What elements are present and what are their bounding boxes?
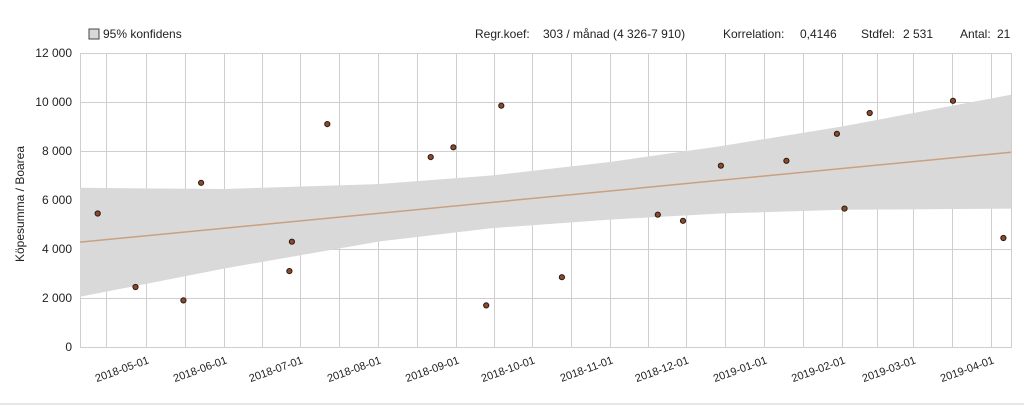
data-point	[132, 283, 139, 291]
antal-label: Antal:	[960, 27, 991, 41]
y-tick-labels: 0 2 000 4 000 6 000 8 000 10 000 12 000	[35, 46, 72, 354]
x-tick-label: 2018-05-01	[94, 355, 151, 386]
stdfel-label: Stdfel:	[861, 27, 895, 41]
data-point	[654, 211, 661, 218]
x-tick-label: 2019-02-01	[790, 355, 847, 386]
data-point	[286, 268, 293, 275]
y-tick-label: 6 000	[42, 193, 72, 207]
y-tick-label: 2 000	[42, 291, 72, 305]
regr-label: Regr.koef:	[475, 27, 530, 41]
data-point	[483, 302, 490, 309]
data-point	[866, 109, 873, 117]
data-point	[679, 217, 687, 224]
stdfel-value: 2 531	[903, 27, 933, 41]
x-tick-label: 2018-12-01	[634, 355, 691, 386]
data-point	[498, 102, 505, 109]
data-point	[198, 179, 205, 186]
data-point	[1000, 234, 1007, 242]
x-tick-label: 2019-03-01	[861, 355, 918, 386]
antal-value: 21	[997, 27, 1011, 41]
data-point	[717, 162, 725, 169]
x-tick-label: 2018-09-01	[404, 355, 461, 386]
x-tick-label: 2019-04-01	[939, 355, 996, 386]
x-tick-label: 2019-01-01	[712, 355, 769, 386]
regression-line	[79, 151, 1012, 243]
y-tick-label: 10 000	[35, 95, 72, 109]
x-tick-label: 2018-07-01	[248, 355, 305, 386]
legend-swatch-icon[interactable]	[88, 28, 100, 40]
x-tick-label: 2018-11-01	[559, 355, 615, 385]
data-point	[180, 297, 187, 304]
points-layer	[94, 97, 1007, 309]
data-point	[324, 121, 331, 128]
x-tick-label: 2018-10-01	[480, 355, 537, 386]
y-tick-label: 4 000	[42, 242, 72, 256]
data-point	[94, 210, 101, 217]
confidence-band	[80, 94, 1011, 297]
korrelation-label: Korrelation:	[723, 27, 784, 41]
data-point	[288, 238, 295, 245]
x-tick-label: 2018-06-01	[172, 355, 229, 386]
y-tick-label: 12 000	[35, 46, 72, 60]
regr-value: 303 / månad (4 326-7 910)	[543, 27, 685, 41]
y-tick-label: 8 000	[42, 144, 72, 158]
data-point	[833, 130, 841, 137]
korrelation-value: 0,4146	[800, 27, 837, 41]
y-axis-title: Köpesumma / Boarea	[13, 146, 27, 262]
data-point	[783, 157, 790, 164]
x-tick-label: 2018-08-01	[326, 355, 383, 386]
data-point	[450, 144, 457, 151]
legend-label[interactable]: 95% konfidens	[103, 27, 182, 41]
x-tick-labels: 2018-05-01 2018-06-01 2018-07-01 2018-08-01…	[94, 355, 996, 386]
y-tick-label: 0	[65, 340, 72, 354]
data-point	[841, 205, 848, 212]
data-point	[427, 154, 434, 161]
data-point	[558, 274, 566, 281]
data-point	[949, 97, 957, 104]
